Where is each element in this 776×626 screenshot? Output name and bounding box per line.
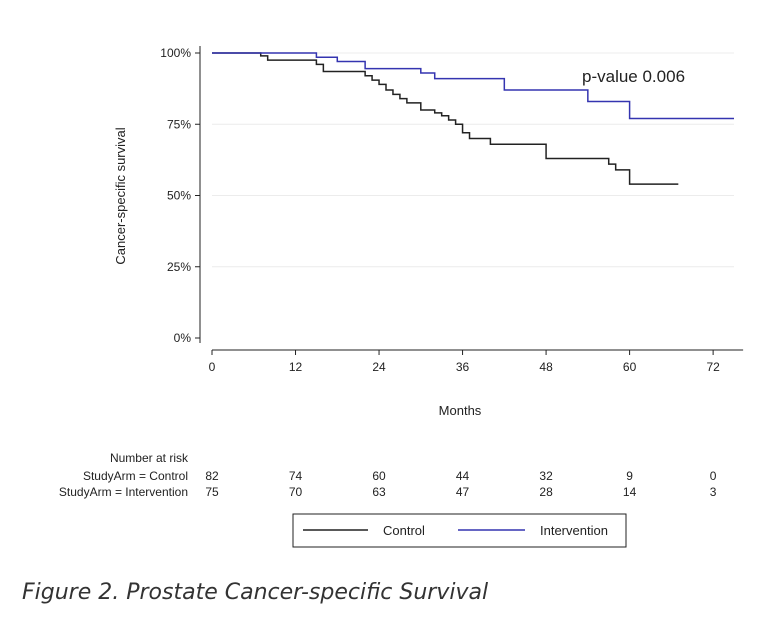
risk-value: 47 <box>456 485 470 499</box>
series-line-control <box>212 52 679 185</box>
risk-table-header: Number at risk <box>110 451 189 465</box>
risk-table: Number at risk StudyArm = Control 82 74 60 4… <box>59 451 717 499</box>
y-tick-label: 100% <box>160 46 191 60</box>
risk-value: 74 <box>289 469 303 483</box>
km-survival-chart: 0% 25% 50% 75% 100% 0 12 24 36 48 60 72 Cancer-spec… <box>59 46 744 548</box>
risk-value: 14 <box>623 485 637 499</box>
p-value-annotation: p-value 0.006 <box>582 67 685 86</box>
risk-row-label: StudyArm = Control <box>83 469 188 483</box>
y-tick-label: 0% <box>174 331 192 345</box>
figure-caption: Figure 2. Prostate Cancer-specific Survi… <box>22 580 489 605</box>
legend-label-control: Control <box>383 523 425 538</box>
x-tick-label: 24 <box>372 360 386 374</box>
series-line-intervention <box>212 52 734 120</box>
survival-curves <box>212 52 734 185</box>
x-tick-label: 72 <box>706 360 720 374</box>
risk-value: 75 <box>205 485 219 499</box>
y-tick-label: 50% <box>167 189 191 203</box>
axes: 0% 25% 50% 75% 100% 0 12 24 36 48 60 72 <box>160 46 744 374</box>
risk-row-label: StudyArm = Intervention <box>59 485 188 499</box>
risk-value: 82 <box>205 469 219 483</box>
legend-label-intervention: Intervention <box>540 523 608 538</box>
risk-value: 60 <box>372 469 386 483</box>
x-tick-label: 60 <box>623 360 637 374</box>
y-tick-label: 75% <box>167 117 191 131</box>
x-tick-label: 36 <box>456 360 470 374</box>
x-tick-label: 0 <box>209 360 216 374</box>
risk-value: 28 <box>539 485 553 499</box>
risk-value: 70 <box>289 485 303 499</box>
risk-value: 9 <box>626 469 633 483</box>
legend: Control Intervention <box>292 513 627 548</box>
risk-value: 3 <box>710 485 717 499</box>
risk-value: 63 <box>372 485 386 499</box>
x-tick-label: 12 <box>289 360 303 374</box>
risk-value: 44 <box>456 469 470 483</box>
risk-value: 0 <box>710 469 717 483</box>
y-tick-label: 25% <box>167 260 191 274</box>
risk-value: 32 <box>539 469 553 483</box>
x-tick-label: 48 <box>539 360 553 374</box>
y-axis-title: Cancer-specific survival <box>113 127 128 264</box>
x-axis-title: Months <box>439 403 482 418</box>
